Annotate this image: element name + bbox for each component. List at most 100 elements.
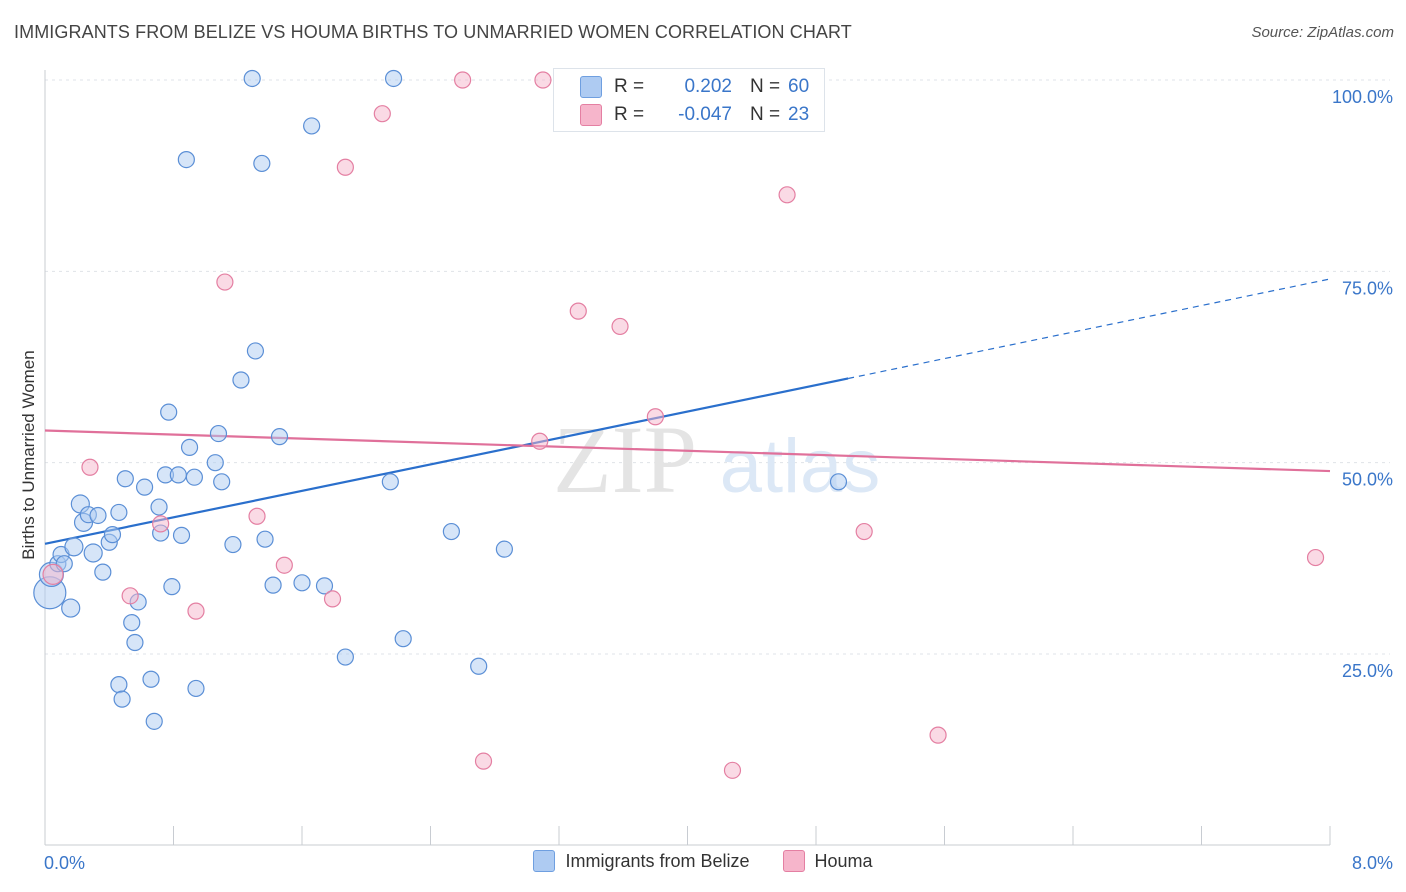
- point-houma: [474, 752, 493, 770]
- n-label: N =: [750, 76, 781, 97]
- trend-line-0: [44, 377, 849, 545]
- legend-swatch-belize: [533, 850, 556, 872]
- point-belize: [172, 526, 191, 544]
- point-houma: [323, 590, 342, 608]
- point-houma: [42, 563, 64, 586]
- r-value: -0.047: [678, 104, 732, 125]
- stats-row-houma: R = -0.047 N = 23: [554, 101, 818, 129]
- point-belize: [293, 574, 311, 592]
- chart-title: IMMIGRANTS FROM BELIZE VS HOUMA BIRTHS T…: [14, 22, 852, 42]
- watermark-zip: ZIP: [553, 406, 697, 513]
- point-belize: [145, 712, 163, 730]
- point-belize: [253, 154, 271, 173]
- stats-box: R = 0.202 N = 60 R = -0.047 N = 23: [553, 68, 825, 132]
- point-houma: [646, 408, 664, 426]
- n-value: 23: [788, 104, 810, 125]
- legend-item-belize[interactable]: Immigrants from Belize: [533, 850, 750, 872]
- stats-row-belize: R = 0.202 N = 60: [554, 73, 818, 101]
- r-label: R =: [614, 104, 645, 125]
- point-houma: [454, 71, 472, 89]
- legend-item-houma[interactable]: Houma: [782, 850, 873, 872]
- point-houma: [611, 317, 629, 336]
- point-houma: [152, 515, 170, 533]
- point-houma: [121, 587, 139, 605]
- point-belize: [180, 438, 199, 456]
- point-belize: [495, 540, 513, 558]
- point-belize: [829, 473, 848, 491]
- legend-label-houma: Houma: [814, 850, 873, 871]
- point-belize: [206, 454, 224, 472]
- point-houma: [187, 602, 205, 620]
- point-belize: [64, 537, 84, 557]
- r-label: R =: [614, 76, 645, 97]
- point-belize: [224, 535, 242, 554]
- legend-label-belize: Immigrants from Belize: [565, 850, 750, 871]
- point-houma: [248, 507, 266, 525]
- y-tick-label: 25.0%: [1342, 661, 1393, 681]
- point-belize: [303, 117, 321, 135]
- y-tick-label: 100.0%: [1332, 87, 1393, 107]
- point-houma: [81, 458, 99, 476]
- trend-lines: [44, 278, 1331, 545]
- point-belize: [160, 403, 178, 421]
- point-belize: [94, 563, 112, 581]
- point-belize: [187, 679, 205, 698]
- legend-swatch-houma: [782, 850, 805, 872]
- point-belize: [264, 576, 282, 594]
- trend-line-extension-0: [848, 278, 1331, 380]
- point-belize: [113, 690, 131, 708]
- point-belize: [116, 470, 134, 488]
- data-points: [33, 69, 1325, 779]
- point-belize: [394, 630, 412, 648]
- point-belize: [270, 428, 289, 446]
- point-belize: [213, 473, 231, 491]
- y-tick-label: 75.0%: [1342, 278, 1393, 298]
- point-belize: [123, 614, 141, 632]
- stats-swatch-houma: [580, 104, 602, 126]
- point-belize: [83, 543, 103, 563]
- point-houma: [336, 158, 354, 176]
- tick-labels: 25.0% 50.0% 75.0% 100.0% 0.0% 8.0%: [44, 87, 1393, 873]
- point-houma: [778, 186, 796, 204]
- watermark-atlas: atlas: [720, 424, 881, 509]
- legend: Immigrants from Belize Houma: [0, 850, 1406, 877]
- point-houma: [929, 726, 947, 744]
- point-houma: [531, 432, 549, 450]
- point-belize: [384, 69, 403, 88]
- point-houma: [1306, 548, 1325, 567]
- point-belize: [442, 522, 460, 541]
- point-belize: [232, 371, 250, 389]
- point-houma: [534, 71, 552, 89]
- point-belize: [381, 473, 399, 491]
- point-belize: [89, 506, 107, 525]
- point-belize: [185, 468, 203, 486]
- point-houma: [373, 105, 391, 123]
- point-belize: [470, 657, 488, 675]
- point-belize: [110, 503, 128, 522]
- point-belize: [336, 648, 354, 666]
- point-houma: [275, 556, 293, 574]
- x-tick-label: 0.0%: [44, 853, 85, 873]
- point-belize: [169, 466, 187, 484]
- point-belize: [61, 598, 81, 618]
- axes: [44, 70, 1331, 846]
- point-belize: [246, 342, 265, 360]
- source-label: Source: ZipAtlas.com: [1251, 24, 1394, 41]
- r-value: 0.202: [684, 76, 732, 97]
- point-houma: [723, 761, 742, 779]
- point-belize: [135, 478, 154, 496]
- point-belize: [243, 69, 261, 88]
- point-belize: [315, 577, 334, 595]
- trend-line-1: [44, 429, 1331, 473]
- point-belize: [163, 578, 181, 596]
- point-belize: [150, 498, 168, 516]
- y-tick-label: 50.0%: [1342, 470, 1393, 490]
- point-houma: [216, 273, 234, 291]
- point-belize: [126, 633, 144, 652]
- gridlines: [45, 79, 1390, 655]
- x-tick-label: 8.0%: [1352, 853, 1393, 873]
- point-houma: [569, 302, 587, 320]
- point-belize: [142, 670, 160, 688]
- point-belize: [103, 526, 122, 544]
